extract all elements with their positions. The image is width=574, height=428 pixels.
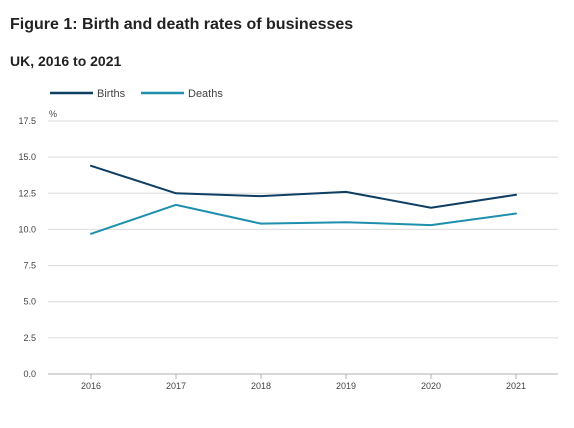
series-line-deaths [90,203,517,235]
legend-label-births: Births [97,88,126,100]
x-tick-label: 2020 [421,381,441,391]
y-tick-label: 15.0 [18,152,36,162]
x-tick-label: 2019 [336,381,356,391]
y-tick-label: 2.5 [23,333,36,343]
y-axis-unit-label: % [49,109,57,119]
data-point-deaths [430,224,432,226]
data-point-deaths [175,204,177,206]
data-point-births [345,191,347,193]
data-point-births [175,192,177,194]
y-axis-ticks: 0.0 2.5 5.0 7.5 10.0 12.5 15.0 17.5 [18,116,36,379]
data-point-births [515,194,517,196]
x-tick-label: 2021 [506,381,526,391]
series-lines [90,164,517,235]
chart-subtitle: UK, 2016 to 2021 [10,53,122,69]
series-line-births [90,164,517,209]
x-axis: 2016 2017 2018 2019 2020 2021 [81,374,526,391]
y-tick-label: 10.0 [18,224,36,234]
x-tick-label: 2018 [251,381,271,391]
y-tick-label: 12.5 [18,188,36,198]
data-point-deaths [515,213,517,215]
y-tick-label: 17.5 [18,116,36,126]
y-tick-label: 5.0 [23,297,36,307]
chart-title: Figure 1: Birth and death rates of busin… [10,16,354,33]
legend: Births Deaths [50,88,223,100]
data-point-births [430,207,432,209]
y-tick-label: 0.0 [23,369,36,379]
data-point-deaths [90,233,92,235]
data-point-births [90,165,92,167]
data-point-deaths [260,223,262,225]
data-point-deaths [345,221,347,223]
x-tick-label: 2017 [166,381,186,391]
legend-label-deaths: Deaths [188,88,223,100]
y-tick-label: 7.5 [23,261,36,271]
gridlines [48,120,558,375]
data-point-births [260,195,262,197]
x-tick-label: 2016 [81,381,101,391]
